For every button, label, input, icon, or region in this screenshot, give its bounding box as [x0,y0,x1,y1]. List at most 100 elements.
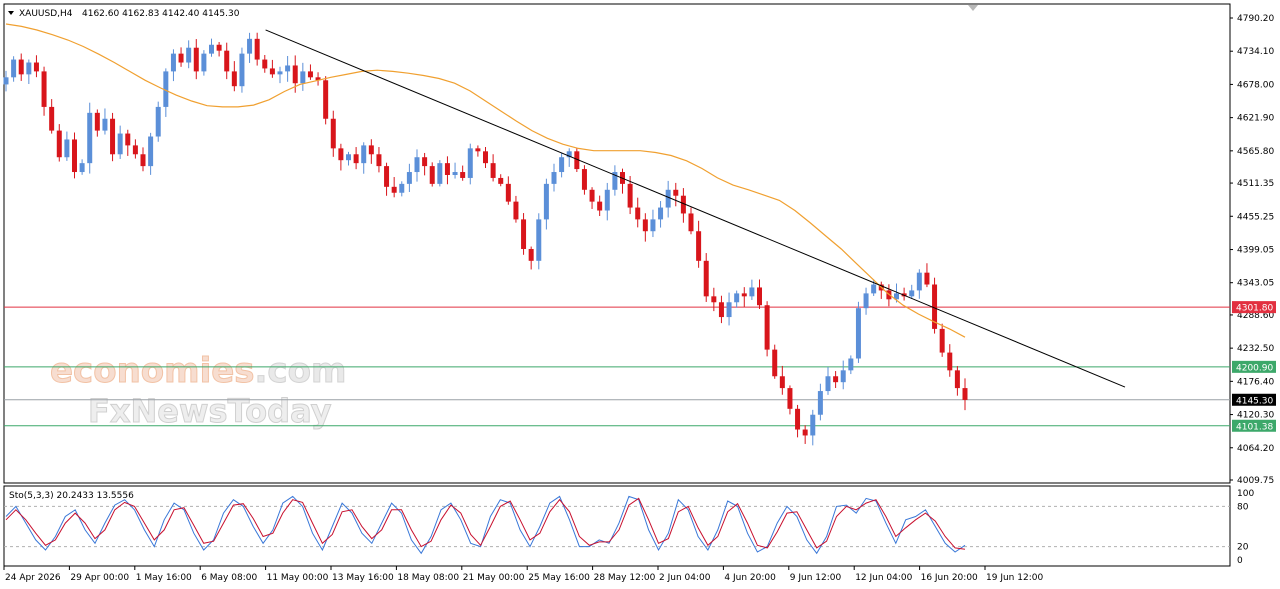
candle-bullish[interactable] [559,157,565,173]
price-panel[interactable] [3,3,1231,484]
candle-bullish[interactable] [916,272,922,291]
candle-bearish[interactable] [787,388,793,409]
candle-bullish[interactable] [26,62,32,75]
candle-bullish[interactable] [102,118,108,131]
candle-bearish[interactable] [269,68,275,75]
candle-bullish[interactable] [247,38,253,54]
candle-bearish[interactable] [33,62,39,72]
candle-bullish[interactable] [734,293,740,303]
candle-bullish[interactable] [437,163,443,184]
candle-bullish[interactable] [810,414,816,436]
candle-bearish[interactable] [581,169,587,190]
candle-bearish[interactable] [193,47,199,72]
candle-bullish[interactable] [239,53,245,87]
candle-bearish[interactable] [932,284,938,329]
candle-bullish[interactable] [825,376,831,392]
candle-bullish[interactable] [817,391,823,415]
candle-bullish[interactable] [399,183,405,193]
candle-bearish[interactable] [521,219,527,249]
candle-bearish[interactable] [635,207,641,220]
candle-bearish[interactable] [368,145,374,155]
candle-bearish[interactable] [688,213,694,232]
candle-bullish[interactable] [612,172,618,190]
candle-bearish[interactable] [49,106,55,131]
candle-bearish[interactable] [757,287,762,306]
candle-bearish[interactable] [384,166,390,187]
candle-bullish[interactable] [201,53,207,72]
candle-bearish[interactable] [947,352,953,371]
candle-bearish[interactable] [254,38,260,60]
candle-bearish[interactable] [475,148,481,152]
candle-bullish[interactable] [148,136,154,167]
candle-bearish[interactable] [125,133,131,146]
candle-bearish[interactable] [574,151,580,170]
candle-bearish[interactable] [444,163,450,175]
candle-bullish[interactable] [186,47,192,63]
candle-bullish[interactable] [909,290,915,297]
candle-bearish[interactable] [18,59,24,75]
candle-bearish[interactable] [307,71,313,78]
candle-bearish[interactable] [132,145,138,155]
candle-bearish[interactable] [962,388,968,400]
candle-bearish[interactable] [330,118,336,149]
candle-bearish[interactable] [505,183,511,202]
candle-bearish[interactable] [795,408,801,430]
candle-bearish[interactable] [338,148,344,161]
candle-bearish[interactable] [741,293,747,297]
candle-bearish[interactable] [110,118,116,155]
candle-bullish[interactable] [566,151,572,158]
candle-bullish[interactable] [406,172,412,184]
stochastic-panel[interactable] [3,485,1231,567]
candle-bullish[interactable] [285,65,291,72]
candle-bearish[interactable] [802,429,808,436]
candle-bullish[interactable] [346,154,351,161]
chart-shift-marker-icon[interactable] [968,5,978,11]
candle-bearish[interactable] [429,166,435,184]
candle-bearish[interactable] [292,65,298,84]
stochastic-main-line[interactable] [5,495,966,555]
candle-bullish[interactable] [749,287,755,297]
downtrend-line[interactable] [265,29,1126,388]
candle-bullish[interactable] [452,172,458,175]
candle-bearish[interactable] [391,186,397,193]
candle-bullish[interactable] [543,183,549,220]
candle-bullish[interactable] [848,358,854,371]
candle-bearish[interactable] [231,71,237,87]
stochastic-signal-line[interactable] [5,497,966,550]
candle-bullish[interactable] [863,293,869,309]
candle-bearish[interactable] [262,59,268,69]
candle-bullish[interactable] [3,77,9,85]
candle-bearish[interactable] [353,154,359,164]
candle-bullish[interactable] [894,293,899,300]
candle-bearish[interactable] [460,172,466,178]
candle-bullish[interactable] [658,207,664,220]
candle-bearish[interactable] [178,53,184,63]
candle-bearish[interactable] [72,139,77,173]
candle-bullish[interactable] [163,71,169,107]
candle-bearish[interactable] [673,189,679,196]
candle-bearish[interactable] [696,231,702,261]
candle-bullish[interactable] [170,53,176,72]
candle-bearish[interactable] [954,370,960,389]
candle-bullish[interactable] [726,302,732,318]
candle-bearish[interactable] [216,44,222,51]
candle-bullish[interactable] [871,284,877,294]
candle-bearish[interactable] [718,302,724,318]
candle-bearish[interactable] [140,154,146,167]
candle-bullish[interactable] [209,44,214,54]
candle-bullish[interactable] [650,219,656,232]
candle-bullish[interactable] [467,148,473,178]
candle-bearish[interactable] [483,151,488,164]
candle-bearish[interactable] [627,183,633,208]
candle-bullish[interactable] [155,106,161,137]
candle-bearish[interactable] [779,376,785,389]
candle-bearish[interactable] [490,163,496,178]
candle-bearish[interactable] [422,157,428,167]
candle-bearish[interactable] [711,296,717,303]
candle-bullish[interactable] [11,59,17,78]
candle-bearish[interactable] [589,189,595,202]
candle-bullish[interactable] [300,71,306,84]
candle-bullish[interactable] [536,219,542,261]
moving-average-line[interactable] [5,23,966,338]
candle-bearish[interactable] [703,260,709,297]
